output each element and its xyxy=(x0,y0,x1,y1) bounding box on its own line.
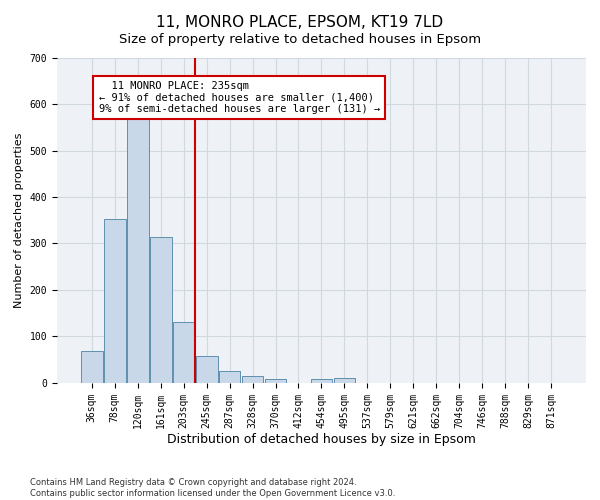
Bar xyxy=(196,356,218,382)
Text: 11, MONRO PLACE, EPSOM, KT19 7LD: 11, MONRO PLACE, EPSOM, KT19 7LD xyxy=(157,15,443,30)
Bar xyxy=(311,379,332,382)
Text: Size of property relative to detached houses in Epsom: Size of property relative to detached ho… xyxy=(119,32,481,46)
Bar xyxy=(173,322,194,382)
Bar xyxy=(265,380,286,382)
Bar xyxy=(127,118,149,382)
Bar xyxy=(81,351,103,382)
Bar xyxy=(150,238,172,382)
Bar xyxy=(218,371,241,382)
Bar xyxy=(104,220,125,382)
Text: 11 MONRO PLACE: 235sqm
← 91% of detached houses are smaller (1,400)
9% of semi-d: 11 MONRO PLACE: 235sqm ← 91% of detached… xyxy=(98,81,380,114)
Text: Contains HM Land Registry data © Crown copyright and database right 2024.
Contai: Contains HM Land Registry data © Crown c… xyxy=(30,478,395,498)
X-axis label: Distribution of detached houses by size in Epsom: Distribution of detached houses by size … xyxy=(167,433,476,446)
Bar xyxy=(334,378,355,382)
Bar xyxy=(242,376,263,382)
Y-axis label: Number of detached properties: Number of detached properties xyxy=(14,132,24,308)
